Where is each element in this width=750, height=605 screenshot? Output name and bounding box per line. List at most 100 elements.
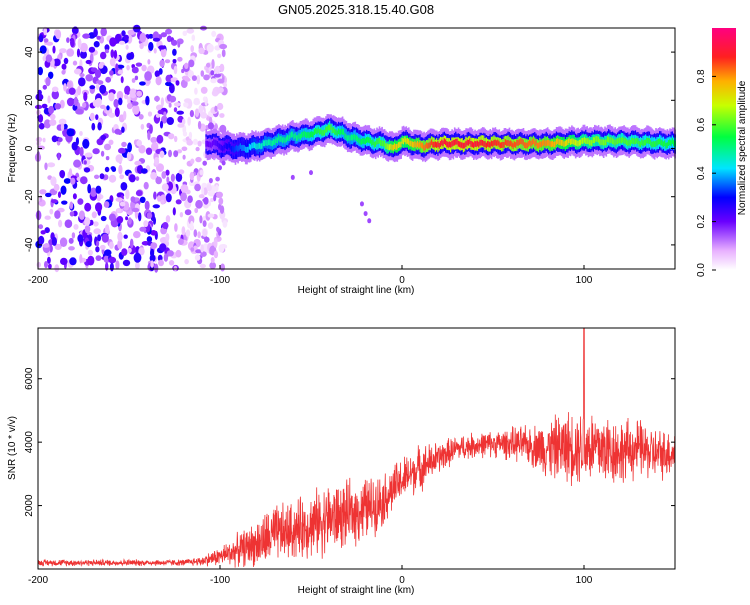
noise-blob — [202, 220, 207, 228]
ridge-cell — [559, 139, 562, 146]
ridge-cell — [498, 141, 501, 148]
noise-blob — [68, 168, 73, 176]
noise-blob — [152, 37, 161, 42]
noise-blob — [43, 26, 47, 36]
noise-blob — [60, 257, 68, 265]
noise-blob — [113, 49, 118, 59]
ridge-cell — [427, 143, 429, 149]
ridge-cell — [502, 142, 504, 148]
ridge-cell — [415, 142, 418, 149]
noise-blob — [197, 231, 201, 239]
noise-blob — [219, 113, 225, 118]
ridge-cell — [320, 128, 322, 135]
ridge-cell — [312, 131, 315, 138]
x-tick-label: 100 — [576, 275, 593, 286]
ridge-cell — [222, 145, 224, 152]
noise-blob — [36, 151, 41, 162]
noise-blob — [139, 226, 147, 232]
ridge-cell — [564, 140, 567, 147]
noise-blob — [84, 224, 91, 234]
ridge-cell — [448, 141, 451, 148]
ridge-cell — [318, 128, 321, 135]
noise-blob — [195, 249, 202, 254]
noise-blob — [215, 176, 220, 182]
noise-blob — [160, 47, 167, 58]
ridge-cell — [631, 137, 633, 144]
noise-blob — [166, 250, 174, 257]
noise-blob — [191, 75, 197, 81]
noise-blob — [36, 261, 41, 268]
noise-blob — [218, 197, 224, 205]
ridge-cell — [535, 139, 537, 146]
ridge-cell — [339, 129, 341, 136]
noise-blob — [151, 142, 159, 152]
noise-blob — [165, 169, 170, 176]
ridge-cell — [313, 129, 316, 135]
noise-blob — [136, 139, 142, 147]
noise-blob — [163, 253, 169, 262]
noise-blob — [219, 63, 225, 73]
noise-blob — [108, 213, 116, 222]
ridge-cell — [599, 138, 601, 145]
spectrogram-y-ticks: -40 -20 0 20 40 — [24, 46, 675, 252]
noise-blob — [187, 195, 193, 203]
ridge-cell — [650, 139, 652, 146]
noise-blob — [108, 92, 115, 102]
ridge-cell — [331, 127, 334, 134]
noise-blob — [79, 254, 83, 264]
noise-blob — [50, 199, 58, 204]
noise-blob — [177, 41, 181, 48]
noise-blob — [133, 231, 141, 239]
noise-blob — [89, 219, 94, 226]
ridge-cell — [248, 143, 251, 150]
ridge-cell — [651, 141, 653, 148]
noise-blob — [188, 59, 195, 68]
ridge-cell — [316, 128, 318, 135]
ridge-cell — [433, 141, 436, 148]
noise-blob — [47, 162, 56, 168]
noise-blob — [181, 146, 188, 152]
noise-blob — [110, 49, 115, 58]
ridge-cell — [243, 145, 246, 151]
ridge-cell — [336, 130, 339, 137]
noise-blob — [146, 236, 153, 243]
noise-blob — [128, 174, 136, 183]
ridge-cell — [461, 142, 464, 149]
ridge-cell — [237, 146, 239, 152]
ridge-cell — [230, 145, 233, 152]
noise-blob — [139, 81, 146, 86]
noise-blob — [183, 102, 189, 108]
ridge-cell — [409, 140, 411, 147]
noise-blob — [121, 126, 125, 133]
noise-blob — [148, 41, 154, 51]
ridge-cell — [224, 142, 227, 149]
ridge-cell — [369, 137, 372, 144]
ridge-cell — [573, 139, 576, 146]
ridge-cell — [419, 140, 422, 147]
ridge-cell — [661, 140, 664, 147]
ridge-cell — [242, 144, 244, 151]
ridge-cell — [611, 138, 614, 144]
noise-blob — [49, 119, 57, 126]
ridge-cell — [247, 146, 250, 153]
ridge-cell — [371, 139, 373, 146]
noise-blob — [104, 166, 110, 173]
spectrogram-cells — [34, 24, 676, 273]
noise-blob — [214, 105, 218, 113]
ridge-cell — [655, 141, 657, 147]
noise-blob — [43, 119, 51, 129]
ridge-cell — [499, 142, 502, 149]
noise-blob — [206, 43, 214, 53]
noise-blob — [168, 149, 172, 158]
noise-blob — [210, 78, 217, 84]
noise-blob — [44, 261, 48, 269]
noise-blob — [200, 244, 204, 253]
ridge-cell — [337, 128, 340, 135]
noise-blob — [105, 224, 110, 235]
noise-blob — [108, 174, 117, 183]
noise-blob — [123, 34, 129, 41]
noise-blob — [63, 83, 67, 92]
noise-blob — [42, 243, 50, 248]
noise-blob — [191, 34, 196, 42]
ridge-cell — [244, 146, 247, 153]
